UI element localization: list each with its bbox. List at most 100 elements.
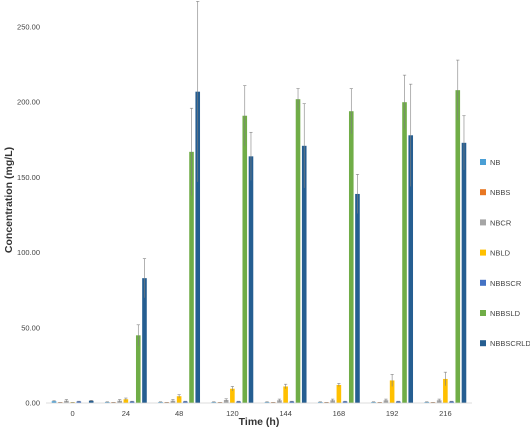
bar-nbbscr-168 — [342, 401, 348, 403]
bar-nbld-48 — [176, 396, 182, 403]
error-bar-nbld-120 — [230, 386, 234, 391]
error-bar-nb-216 — [425, 401, 429, 403]
error-bar-nbbsld-120 — [243, 85, 247, 146]
legend-item-nbbsld: NBBSLD — [480, 309, 521, 318]
bar-nbbsld-168 — [348, 111, 354, 403]
x-axis-tick-labels: 0 24 48 120 144 168 192 216 — [71, 409, 452, 418]
error-bar-nbbsld-48 — [189, 107, 194, 196]
legend-swatch — [480, 340, 486, 347]
error-bar-nb-192 — [371, 401, 376, 403]
x-tick-label: 0 — [71, 409, 75, 418]
legend-swatch — [480, 310, 486, 316]
error-bar-nbld-168 — [337, 383, 341, 387]
legend-swatch — [480, 219, 486, 226]
error-bar-nbcr-144 — [277, 398, 282, 402]
error-bar-nbbsld-216 — [456, 59, 460, 121]
x-tick-label: 120 — [226, 409, 239, 418]
error-bar-nbcr-48 — [171, 399, 175, 402]
error-bar-nbbscr-192 — [396, 400, 400, 402]
legend-label: NBLD — [490, 249, 511, 258]
error-bar-nbbscr-216 — [449, 400, 454, 402]
error-bar-nbbscr-0 — [77, 400, 81, 402]
bar-nb-216 — [424, 402, 430, 403]
bar-nbld-216 — [443, 378, 448, 403]
bar-nb-144 — [264, 402, 270, 403]
bars-group — [51, 1, 467, 404]
error-bar-nbbscrld-144 — [302, 103, 306, 188]
error-bar-nbbscrld-216 — [462, 115, 466, 170]
error-bar-nbld-144 — [284, 383, 288, 389]
error-bar-nb-24 — [105, 401, 109, 403]
error-bar-nb-144 — [265, 401, 269, 403]
y-tick-label: 0.00 — [25, 399, 40, 408]
bar-nbbscrld-216 — [461, 142, 467, 404]
error-bar-nb-0 — [52, 400, 56, 402]
error-bar-nbbscrld-192 — [409, 83, 413, 187]
legend-item-nbbscr: NBBSCR — [480, 279, 522, 288]
legend-item-nb: NB — [480, 158, 500, 167]
bar-nbld-144 — [283, 386, 288, 403]
error-bar-nbbscrld-24 — [142, 258, 147, 298]
x-tick-label: 216 — [439, 409, 452, 418]
legend-label: NBBSCR — [490, 279, 522, 288]
x-tick-label: 24 — [122, 409, 130, 418]
x-tick-label: 168 — [333, 409, 346, 418]
y-tick-label: 100.00 — [17, 248, 40, 257]
bar-nbcr-192 — [383, 400, 389, 403]
error-bar-nbbsld-24 — [136, 324, 140, 346]
error-bar-nb-120 — [212, 401, 216, 403]
error-bar-nbbscr-144 — [290, 400, 294, 402]
bar-nbld-120 — [230, 388, 235, 403]
bar-nbbscr-0 — [76, 401, 82, 403]
x-axis-title: Time (h) — [239, 416, 280, 428]
bar-nbbscr-48 — [183, 401, 188, 403]
bar-nbld-24 — [123, 399, 129, 403]
bar-nbbsld-24 — [135, 335, 141, 403]
bar-nbbscrld-192 — [408, 135, 414, 403]
legend-swatch — [480, 189, 486, 196]
legend-label: NBBSCRLD — [490, 339, 530, 348]
bar-nbbscr-24 — [129, 401, 135, 403]
x-tick-label: 48 — [175, 409, 183, 418]
bar-nbbscrld-0 — [88, 400, 94, 403]
legend-label: NB — [490, 158, 500, 167]
bar-nbbscrld-24 — [142, 278, 147, 403]
bar-nbbscr-144 — [289, 401, 295, 403]
bar-nbbscrld-168 — [355, 193, 360, 403]
error-bar-nb-168 — [318, 401, 322, 403]
legend-item-nbbscrld: NBBSCRLD — [480, 339, 530, 348]
error-bar-nbcr-0 — [64, 399, 69, 402]
legend-item-nbcr: NBCR — [480, 218, 512, 227]
legend-item-nbbs: NBBS — [480, 188, 510, 197]
error-bar-nbcr-192 — [384, 398, 388, 402]
error-bar-nbbscrld-168 — [355, 174, 360, 214]
legend: NB NBBS NBCR NBLD NBBSCR NBBSLD NBBSCRLD — [480, 158, 530, 348]
legend-swatch — [480, 249, 486, 256]
error-bar-nbbsld-168 — [349, 88, 353, 134]
bar-nb-168 — [317, 402, 323, 403]
bar-nbbscr-120 — [236, 401, 241, 403]
bar-nb-24 — [104, 402, 110, 403]
bar-nbbsld-216 — [455, 90, 461, 403]
error-bar-nbcr-168 — [331, 398, 335, 402]
error-bar-nbbscrld-120 — [249, 131, 253, 181]
bar-nbbscr-216 — [449, 401, 454, 403]
y-tick-label: 200.00 — [17, 98, 40, 107]
legend-label: NBBSLD — [490, 309, 521, 318]
x-tick-label: 144 — [279, 409, 292, 418]
error-bar-nbbsld-144 — [296, 88, 300, 110]
y-tick-label: 50.00 — [21, 323, 40, 332]
bar-nb-0 — [51, 401, 57, 403]
bar-nbld-168 — [336, 384, 342, 403]
bar-nb-48 — [158, 402, 163, 403]
bar-nbbsld-192 — [402, 102, 407, 403]
bar-nbcr-216 — [436, 400, 442, 403]
error-bar-nbbscr-168 — [343, 400, 347, 402]
bar-nbbsld-144 — [295, 99, 301, 403]
y-axis-tick-labels: 0.00 50.00 100.00 150.00 200.00 250.00 — [17, 23, 40, 408]
error-bar-nbld-48 — [177, 394, 181, 398]
bar-nb-192 — [371, 402, 376, 403]
error-bar-nbbscrld-48 — [196, 1, 200, 182]
bar-nbbsld-120 — [242, 115, 248, 404]
